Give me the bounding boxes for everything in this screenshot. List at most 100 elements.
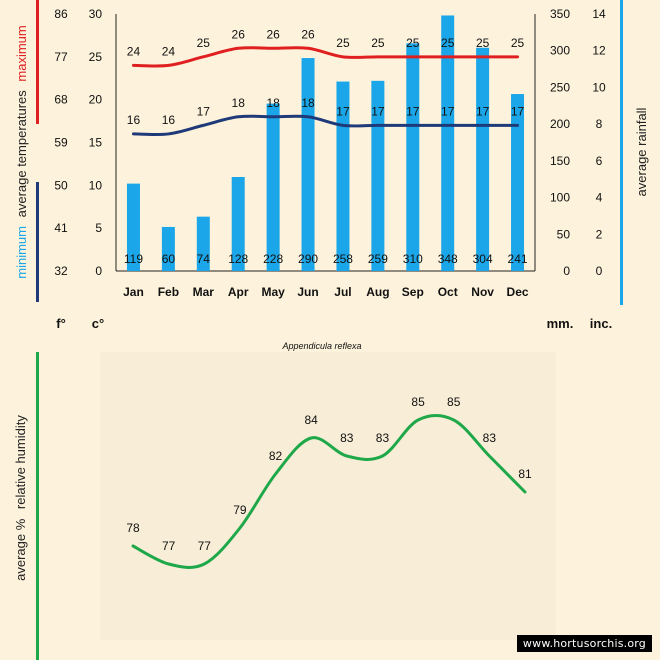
temperatures-label: average temperatures xyxy=(14,90,29,218)
rain-bar-feb xyxy=(161,226,175,271)
min-temp-value-label: 17 xyxy=(197,104,211,118)
fahrenheit-tick: 50 xyxy=(54,178,68,192)
rainfall-axis-title: average rainfall xyxy=(634,107,649,196)
humidity-value-label: 85 xyxy=(447,395,461,409)
rain-value-label: 60 xyxy=(162,252,176,266)
max-temp-accent-bar xyxy=(36,0,39,124)
minimum-label: minimum xyxy=(14,226,29,279)
humidity-prefix-label: average % xyxy=(13,518,28,581)
rain-value-label: 310 xyxy=(403,252,423,266)
mm-tick: 350 xyxy=(550,7,570,21)
unit-mm: mm. xyxy=(547,316,574,331)
month-label-mar: Mar xyxy=(193,285,215,299)
max-temp-value-label: 26 xyxy=(232,27,246,41)
maximum-label: maximum xyxy=(14,25,29,81)
rain-value-label: 241 xyxy=(508,252,528,266)
mm-tick: 0 xyxy=(563,264,570,278)
max-temp-value-label: 24 xyxy=(127,44,141,58)
min-temp-value-label: 18 xyxy=(232,96,246,110)
humidity-panel xyxy=(100,352,556,640)
rain-bar-may xyxy=(266,103,280,271)
rain-bar-jul xyxy=(336,81,350,271)
max-temp-value-label: 25 xyxy=(406,36,420,50)
max-temp-value-label: 24 xyxy=(162,44,176,58)
watermark: www.hortusorchis.org xyxy=(516,635,652,652)
rain-bar-apr xyxy=(231,177,245,271)
inch-tick: 14 xyxy=(592,7,606,21)
rain-bar-aug xyxy=(371,80,385,271)
min-temp-accent-bar xyxy=(36,182,39,302)
mm-tick: 150 xyxy=(550,154,570,168)
species-caption: Appendicula reflexa xyxy=(281,341,361,351)
rain-value-label: 74 xyxy=(197,252,211,266)
fahrenheit-tick: 32 xyxy=(54,264,68,278)
rain-value-label: 228 xyxy=(263,252,283,266)
humidity-rest-label: relative humidity xyxy=(13,415,28,509)
month-label-aug: Aug xyxy=(366,285,389,299)
temperature-lines xyxy=(131,46,520,137)
inch-tick: 10 xyxy=(592,80,606,94)
celsius-tick: 5 xyxy=(95,221,102,235)
axis-frame xyxy=(115,14,536,272)
month-label-sep: Sep xyxy=(402,285,424,299)
max-temp-value-label: 25 xyxy=(441,36,455,50)
humidity-value-label: 83 xyxy=(340,431,354,445)
month-label-may: May xyxy=(261,285,285,299)
max-temp-value-label: 25 xyxy=(476,36,490,50)
humidity-value-label: 83 xyxy=(483,431,497,445)
rain-bar-mar xyxy=(196,216,210,271)
max-temp-value-label: 26 xyxy=(301,27,315,41)
min-temp-line xyxy=(131,114,520,137)
month-label-jan: Jan xyxy=(123,285,144,299)
max-temp-value-label: 25 xyxy=(371,36,385,50)
celsius-tick: 10 xyxy=(89,178,103,192)
inch-tick: 0 xyxy=(596,264,603,278)
humidity-value-label: 77 xyxy=(162,539,176,553)
unit-celsius: c° xyxy=(92,316,104,331)
humidity-value-label: 83 xyxy=(376,431,390,445)
rain-value-label: 290 xyxy=(298,252,318,266)
month-label-oct: Oct xyxy=(438,285,458,299)
max-temp-line xyxy=(131,46,520,68)
fahrenheit-tick: 41 xyxy=(54,221,68,235)
month-label-apr: Apr xyxy=(228,285,249,299)
inch-tick: 6 xyxy=(596,154,603,168)
inch-tick: 12 xyxy=(592,44,606,58)
inch-tick: 4 xyxy=(596,191,603,205)
rain-value-label: 128 xyxy=(228,252,248,266)
celsius-tick: 25 xyxy=(89,50,103,64)
celsius-tick: 15 xyxy=(89,136,103,150)
fahrenheit-tick: 59 xyxy=(54,136,68,150)
humidity-axis-title: average % relative humidity xyxy=(13,415,28,581)
max-temp-value-label: 25 xyxy=(336,36,350,50)
humidity-value-label: 79 xyxy=(233,503,247,517)
rainfall-bars xyxy=(126,15,525,272)
humidity-value-label: 84 xyxy=(305,413,319,427)
month-label-jul: Jul xyxy=(334,285,351,299)
rain-value-label: 119 xyxy=(124,252,143,266)
min-temp-value-label: 17 xyxy=(336,104,350,118)
fahrenheit-tick: 86 xyxy=(54,7,68,21)
rain-value-label: 348 xyxy=(438,252,458,266)
min-temp-value-label: 17 xyxy=(476,104,490,118)
rain-bar-sep xyxy=(406,43,420,271)
rain-bar-dec xyxy=(511,94,525,271)
unit-inches: inc. xyxy=(590,316,612,331)
humidity-value-label: 85 xyxy=(411,395,425,409)
mm-tick: 100 xyxy=(550,191,570,205)
min-temp-value-label: 18 xyxy=(266,96,280,110)
mm-tick: 200 xyxy=(550,117,570,131)
humidity-panel-background xyxy=(100,352,556,640)
mm-tick: 250 xyxy=(550,80,570,94)
humidity-value-label: 81 xyxy=(518,467,532,481)
rain-bar-jun xyxy=(301,58,315,271)
max-temp-value-label: 25 xyxy=(197,36,211,50)
inch-tick: 2 xyxy=(596,227,603,241)
min-temp-value-label: 17 xyxy=(511,104,525,118)
max-temp-value-label: 25 xyxy=(511,36,525,50)
data-labels: 119 60 74 128 228 290 258 259 310 348 304 241 24 24 25… xyxy=(124,27,532,553)
humidity-value-label: 78 xyxy=(126,521,140,535)
month-label-jun: Jun xyxy=(297,285,318,299)
max-temp-value-label: 26 xyxy=(266,27,280,41)
